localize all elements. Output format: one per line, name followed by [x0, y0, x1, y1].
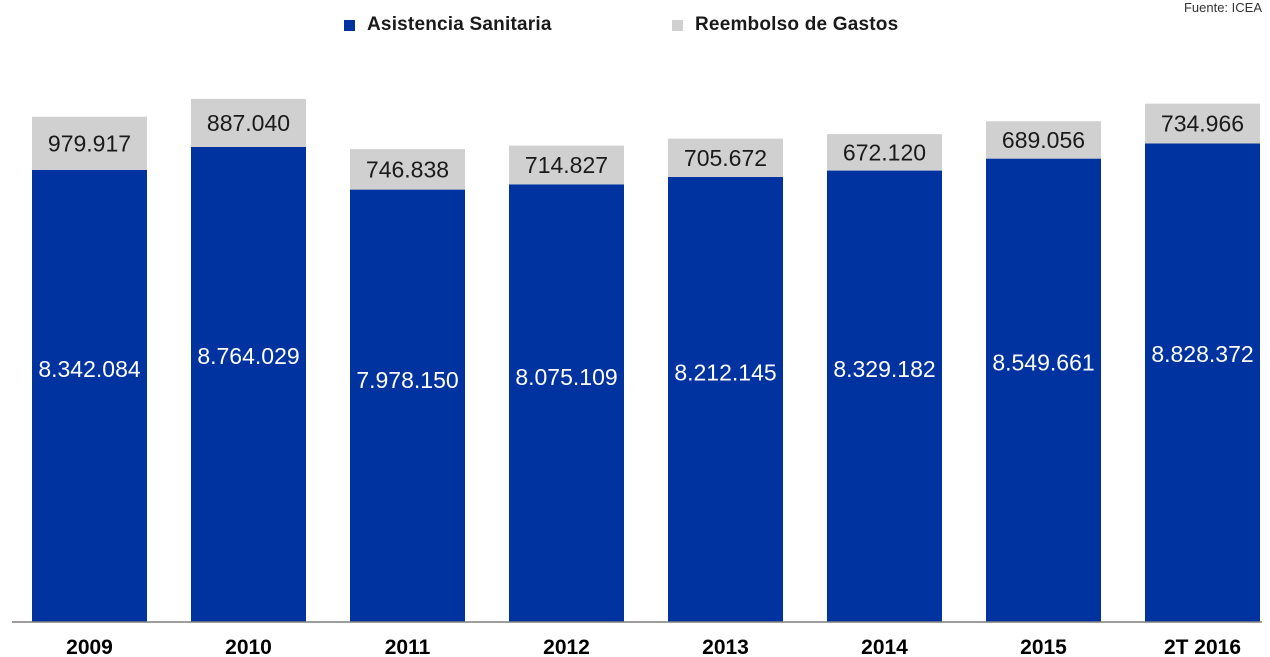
bar-asistencia-2010	[191, 146, 306, 622]
chart-legend: Asistencia Sanitaria Reembolso de Gastos	[0, 14, 1270, 40]
x-tick-label: 2015	[1020, 636, 1067, 657]
legend-swatch-reembolso	[672, 19, 683, 31]
x-tick-labels: 2009 2010 2011 2012 2013 2014 2015 2T 2016	[66, 636, 1241, 657]
data-label-asistencia: 8.342.084	[38, 356, 141, 382]
legend-label-asistencia: Asistencia Sanitaria	[367, 14, 552, 35]
legend-item-reembolso: Reembolso de Gastos	[672, 14, 898, 36]
data-label-reembolso: 714.827	[525, 152, 608, 178]
data-label-reembolso: 689.056	[1002, 127, 1085, 153]
bar-asistencia-2015	[986, 158, 1101, 622]
bar-reembolso-2013	[668, 138, 783, 177]
x-tick-label: 2014	[861, 636, 908, 657]
bar-asistencia-2009	[32, 169, 147, 622]
x-tick-label: 2009	[66, 636, 113, 657]
bars-group: 8.342.084 979.917 8.764.029 887.040 7.978.15…	[32, 98, 1260, 622]
data-label-reembolso: 672.120	[843, 139, 926, 165]
data-label-reembolso: 705.672	[684, 145, 767, 171]
bar-asistencia-2011	[350, 189, 465, 622]
source-note: Fuente: ICEA	[1183, 0, 1262, 15]
bar-reembolso-2011	[350, 149, 465, 190]
x-tick-label: 2T 2016	[1164, 636, 1241, 657]
bar-reembolso-2014	[827, 134, 942, 171]
data-label-reembolso: 979.917	[48, 130, 131, 156]
legend-label-reembolso: Reembolso de Gastos	[695, 14, 899, 35]
bar-reembolso-2T-2016	[1145, 103, 1260, 144]
bar-reembolso-2015	[986, 121, 1101, 159]
data-label-reembolso: 734.966	[1161, 111, 1244, 137]
bar-asistencia-2T-2016	[1145, 143, 1260, 622]
data-label-asistencia: 8.549.661	[992, 350, 1094, 376]
data-label-asistencia: 8.329.182	[833, 356, 935, 382]
x-tick-label: 2013	[702, 636, 749, 657]
bar-reembolso-2010	[191, 98, 306, 147]
bar-reembolso-2012	[509, 145, 624, 185]
data-label-reembolso: 887.040	[207, 110, 290, 136]
data-label-asistencia: 7.978.150	[356, 367, 458, 393]
data-label-asistencia: 8.212.145	[674, 360, 776, 386]
legend-swatch-asistencia	[344, 19, 355, 31]
bar-asistencia-2013	[668, 176, 783, 622]
bar-asistencia-2014	[827, 170, 942, 622]
data-label-asistencia: 8.075.109	[515, 364, 617, 390]
x-tick-label: 2010	[225, 636, 272, 657]
bar-asistencia-2012	[509, 184, 624, 622]
bar-reembolso-2009	[32, 116, 147, 170]
legend-item-asistencia: Asistencia Sanitaria	[344, 14, 552, 36]
data-label-asistencia: 8.828.372	[1151, 341, 1253, 367]
x-tick-label: 2011	[385, 636, 431, 657]
data-label-asistencia: 8.764.029	[197, 343, 299, 369]
x-tick-label: 2012	[543, 636, 590, 657]
data-label-reembolso: 746.838	[366, 156, 449, 182]
